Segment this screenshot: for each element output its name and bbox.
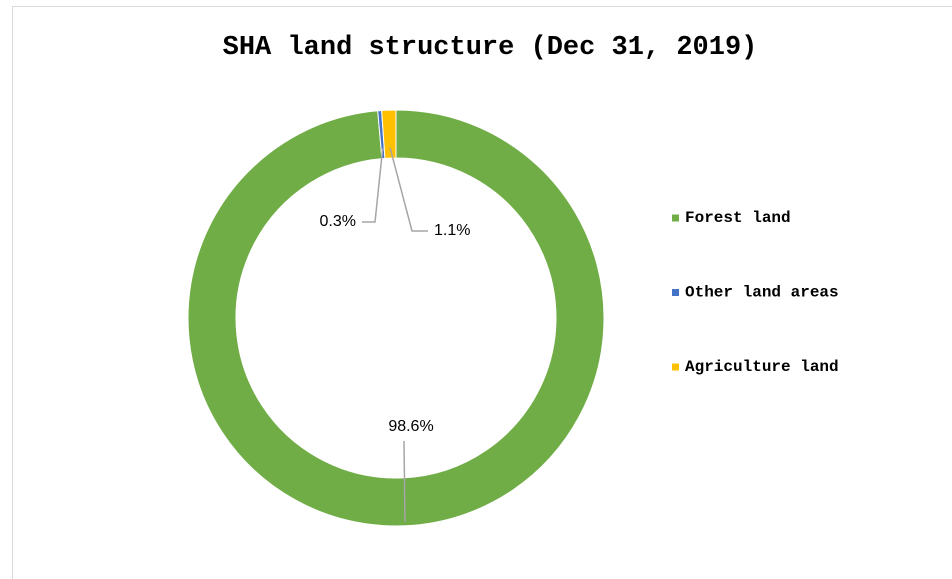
legend-swatch (672, 289, 679, 296)
leader-line (389, 147, 428, 232)
legend-label: Agriculture land (685, 358, 839, 376)
data-label: 98.6% (388, 418, 433, 435)
legend-label: Forest land (685, 209, 791, 227)
leader-line (403, 440, 406, 522)
donut-slice (187, 109, 605, 527)
legend-swatch (672, 363, 679, 371)
leader-line (362, 148, 384, 223)
data-label: 1.1% (434, 222, 470, 239)
legend-swatch (672, 214, 679, 222)
legend-label: Other land areas (685, 284, 839, 302)
donut-slice (381, 109, 397, 159)
chart-title: SHA land structure (Dec 31, 2019) (223, 33, 758, 63)
data-label: 0.3% (320, 213, 356, 230)
